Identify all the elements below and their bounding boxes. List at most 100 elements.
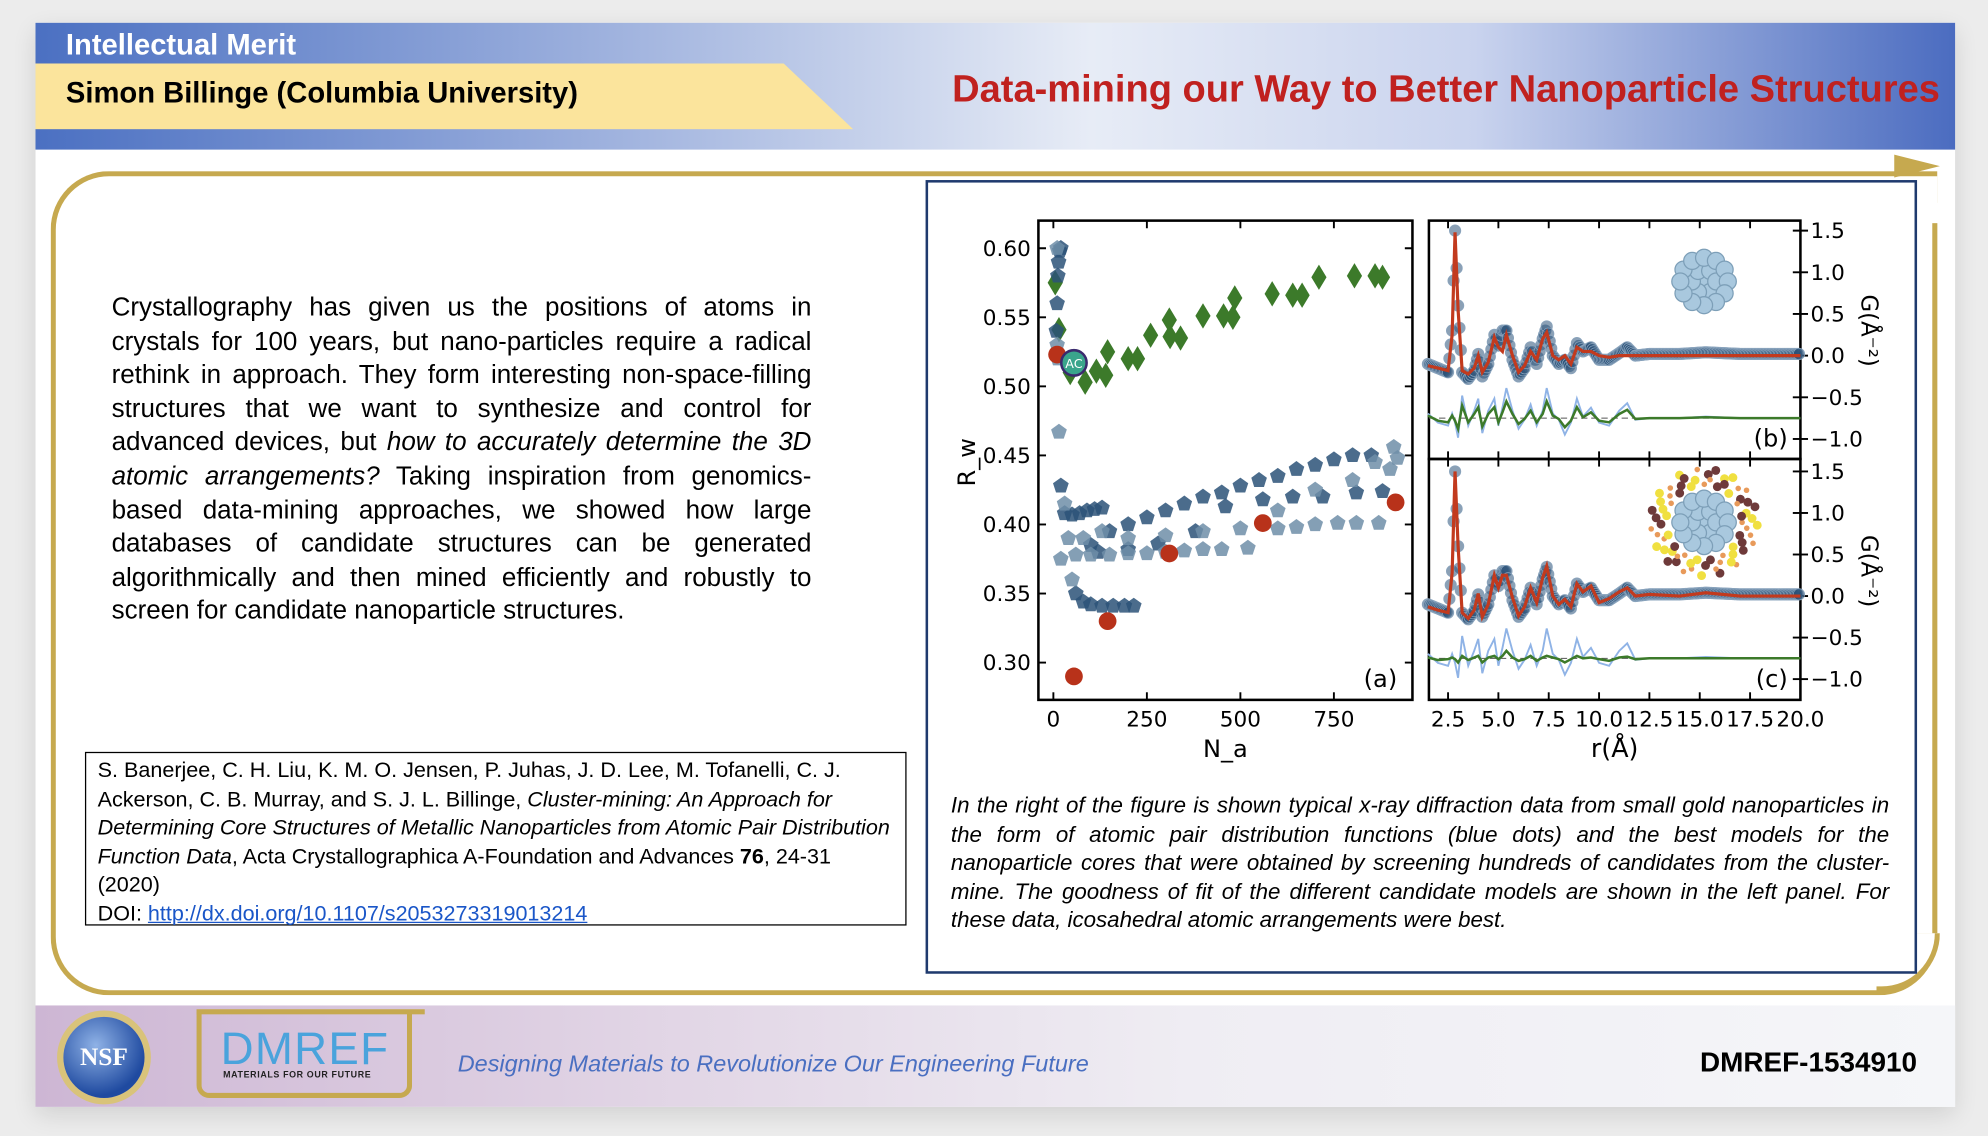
doi-label: DOI: [97,901,148,926]
ligand-atom [1707,476,1713,483]
y-tick-label: 1.5 [1811,460,1845,485]
blue-pentagon-point [1052,550,1069,566]
ligand-atom [1752,520,1762,530]
ligand-atom [1651,513,1661,523]
ligand-atom [1747,514,1757,523]
ligand-atom [1679,474,1689,483]
green-diamond-point [1225,304,1241,330]
green-diamond-point [1195,303,1211,329]
data-point [1792,347,1806,361]
blue-pentagon-point [1060,529,1077,545]
blue-pentagon-point [1269,520,1286,536]
panel-label: (b) [1754,424,1788,452]
ligand-atom [1667,493,1673,499]
green-diamond-point [1294,282,1310,308]
difference-curve [1427,397,1801,434]
y-tick-label: 0.30 [983,651,1031,676]
green-diamond-point [1264,281,1280,307]
green-diamond-point [1374,264,1391,290]
green-diamond-point [1172,325,1189,351]
blue-pentagon-point [1344,447,1361,463]
y-tick-label: 0.0 [1811,585,1845,610]
ligand-atom [1647,505,1657,515]
blue-pentagon-point [1389,449,1406,465]
citation-pages: , 24-31 (2020) [97,844,831,897]
blue-pentagon-point [1101,546,1118,562]
ligand-atom [1655,488,1664,498]
red-circle-point [1098,612,1117,631]
gold-atom [1671,513,1690,532]
ligand-atom [1676,481,1686,491]
ligand-atom [1747,532,1754,538]
blue-pentagon-point [1067,546,1084,562]
green-diamond-point [1099,339,1116,365]
ligand-atom [1692,555,1702,565]
panel-a-frame [1037,219,1414,702]
ligand-atom [1712,482,1722,492]
ligand-atom [1671,557,1681,567]
blue-pentagon-point [1120,545,1137,561]
section-label: Intellectual Merit [65,27,297,61]
y-tick-label: −1.0 [1811,428,1863,453]
x-tick-label: 5.0 [1481,708,1515,733]
blue-pentagon-point [1176,542,1193,558]
ligand-atom [1680,568,1687,575]
green-diamond-point [1227,285,1243,311]
blue-pentagon-point [1367,454,1383,469]
body-paragraph: Crystallography has given us the positio… [112,292,812,629]
ligand-atom [1675,488,1685,498]
blue-pentagon-point [1232,520,1249,536]
citation-volume: 76 [739,844,764,869]
red-circle-point [1160,544,1179,563]
ligand-atom [1662,511,1672,521]
blue-pentagon-point [1139,545,1155,561]
ligand-atom [1743,487,1750,494]
red-circle-point [1253,514,1272,532]
y-axis-label: G(Å⁻²) [1855,535,1883,607]
blue-pentagon-point [1050,267,1066,283]
y-tick-label: −0.5 [1811,626,1863,651]
dmref-logo-text: DMREF [220,1021,390,1074]
ligand-atom [1660,545,1669,555]
x-tick-label: 10.0 [1575,708,1623,733]
x-tick-label: 0 [1047,708,1061,733]
cluster-inset-b [1671,248,1737,315]
citation-authors: S. Banerjee, C. H. Liu, K. M. O. Jensen,… [97,758,841,811]
ligand-atom [1663,556,1673,566]
green-diamond-point [1143,322,1159,348]
footer-tagline: Designing Materials to Revolutionize Our… [457,1049,1089,1077]
panel-label: (c) [1756,665,1788,693]
y-tick-label: 0.5 [1811,303,1845,328]
ligand-atom [1690,475,1700,485]
dmref-logo-bar [196,1009,425,1015]
doi-link[interactable]: http://dx.doi.org/10.1107/s2053273319013… [147,901,588,926]
blue-pentagon-point [1307,516,1324,532]
blue-pentagon-point [1048,322,1065,338]
gold-frame-right [1932,223,1938,934]
blue-pentagon-point [1195,541,1211,556]
green-diamond-point [1367,263,1383,289]
blue-pentagon-point [1348,484,1365,500]
blue-pentagon-point [1344,472,1361,488]
y-tick-label: 1.0 [1811,502,1845,527]
nsf-logo: NSF [63,1016,145,1099]
ligand-atom [1656,497,1665,507]
green-diamond-point [1162,323,1178,350]
y-tick-label: 0.50 [983,375,1031,400]
y-tick-label: 1.0 [1811,261,1845,286]
blue-pentagon-point [1049,240,1065,255]
x-tick-label: 2.5 [1431,708,1465,733]
presenter-name: Simon Billinge (Columbia University) [65,76,578,110]
arrow-right-icon [1894,154,1940,178]
ligand-atom [1750,502,1760,512]
blue-pentagon-point [1269,502,1286,518]
y-tick-label: 0.5 [1811,543,1845,568]
ligand-atom [1734,500,1740,507]
ligand-atom [1711,465,1721,475]
presenter-tab [35,63,854,130]
blue-pentagon-point [1125,597,1142,613]
x-axis-label-r: r(Å) [1591,733,1639,763]
ligand-atom [1750,540,1756,547]
difference-curve [1427,648,1801,665]
ligand-atom [1652,542,1662,552]
